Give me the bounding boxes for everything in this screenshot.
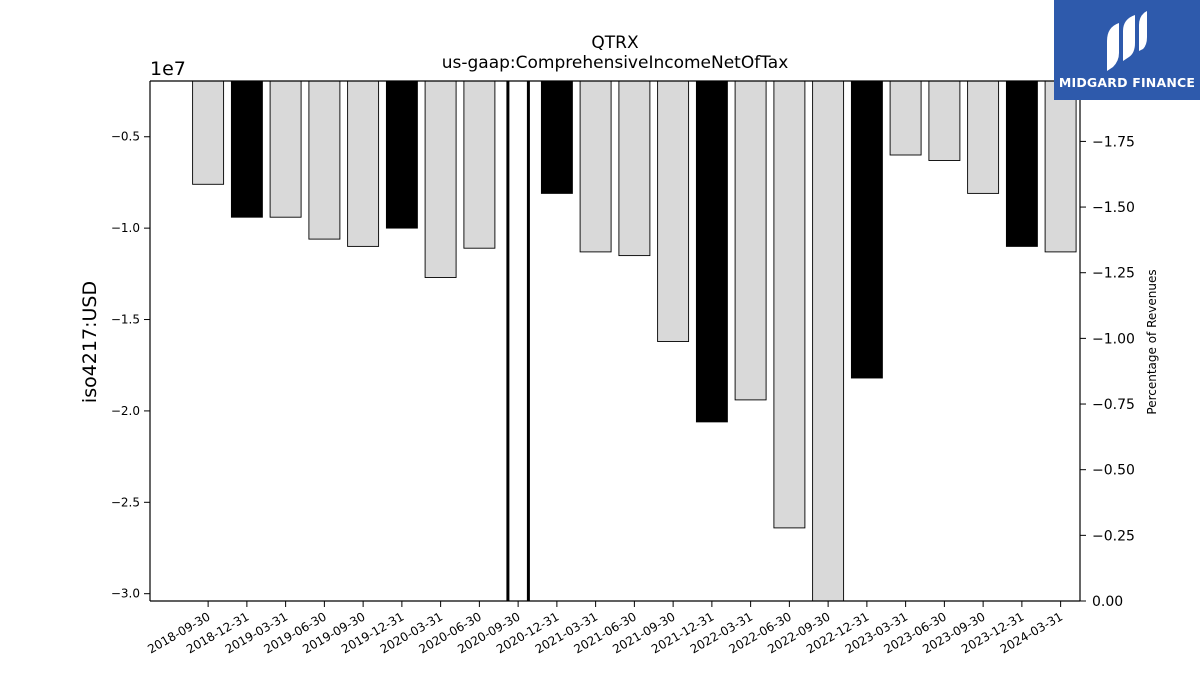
bar xyxy=(889,80,922,156)
y2-tick-label: −0.50 xyxy=(1092,463,1135,479)
bar xyxy=(1044,80,1077,253)
y2-tick-label: −1.50 xyxy=(1092,200,1135,216)
bar xyxy=(812,80,845,602)
bar xyxy=(347,80,380,247)
bar xyxy=(192,80,225,185)
bar xyxy=(773,80,806,529)
y-tick-label: −2.0 xyxy=(111,404,140,418)
y2-tick-label: −0.75 xyxy=(1092,397,1135,413)
y-axis: −0.5 −1.0 −1.5 −2.0 −2.5 −3.0 xyxy=(111,130,150,601)
y2-tick-label: 0.00 xyxy=(1092,594,1123,610)
bar xyxy=(695,80,728,423)
bar xyxy=(967,80,1000,194)
bar xyxy=(385,80,418,229)
bar xyxy=(424,80,457,278)
chart-title: QTRX xyxy=(591,33,639,53)
y-tick-label: −1.5 xyxy=(111,313,140,327)
midgard-logo-icon xyxy=(1107,10,1147,71)
bar xyxy=(734,80,767,401)
y-axis-label: iso4217:USD xyxy=(79,281,101,403)
bar xyxy=(928,80,961,161)
y2-tick-label: −0.25 xyxy=(1092,528,1135,544)
plot-frame xyxy=(149,80,1081,602)
bar xyxy=(618,80,651,257)
chart-subtitle: us-gaap:ComprehensiveIncomeNetOfTax xyxy=(442,53,789,73)
bar-series xyxy=(192,80,1077,602)
bar xyxy=(540,80,573,194)
bar xyxy=(850,80,883,379)
secondary-y-axis: −1.75 −1.50 −1.25 −1.00 −0.75 −0.50 −0.25 0.00 xyxy=(1080,134,1135,610)
y2-tick-label: −1.25 xyxy=(1092,266,1135,282)
secondary-y-axis-label: Percentage of Revenues xyxy=(1145,269,1159,414)
logo-text: MIDGARD FINANCE xyxy=(1058,74,1196,90)
x-axis: 2018-09-302018-12-312019-03-312019-06-30… xyxy=(145,601,1065,656)
bar xyxy=(579,80,612,253)
midgard-finance-logo: MIDGARD FINANCE xyxy=(1054,0,1200,100)
bar xyxy=(269,80,302,218)
y2-tick-label: −1.00 xyxy=(1092,331,1135,347)
bar xyxy=(463,80,496,249)
y-tick-label: −0.5 xyxy=(111,130,140,144)
y-tick-label: −1.0 xyxy=(111,221,140,235)
y-axis-multiplier: 1e7 xyxy=(150,58,186,80)
bar xyxy=(657,80,690,342)
y2-tick-label: −1.75 xyxy=(1092,134,1135,150)
y-tick-label: −2.5 xyxy=(111,495,140,509)
bar xyxy=(308,80,341,240)
bar xyxy=(230,80,263,218)
y-tick-label: −3.0 xyxy=(111,587,140,601)
bar xyxy=(1005,80,1038,247)
